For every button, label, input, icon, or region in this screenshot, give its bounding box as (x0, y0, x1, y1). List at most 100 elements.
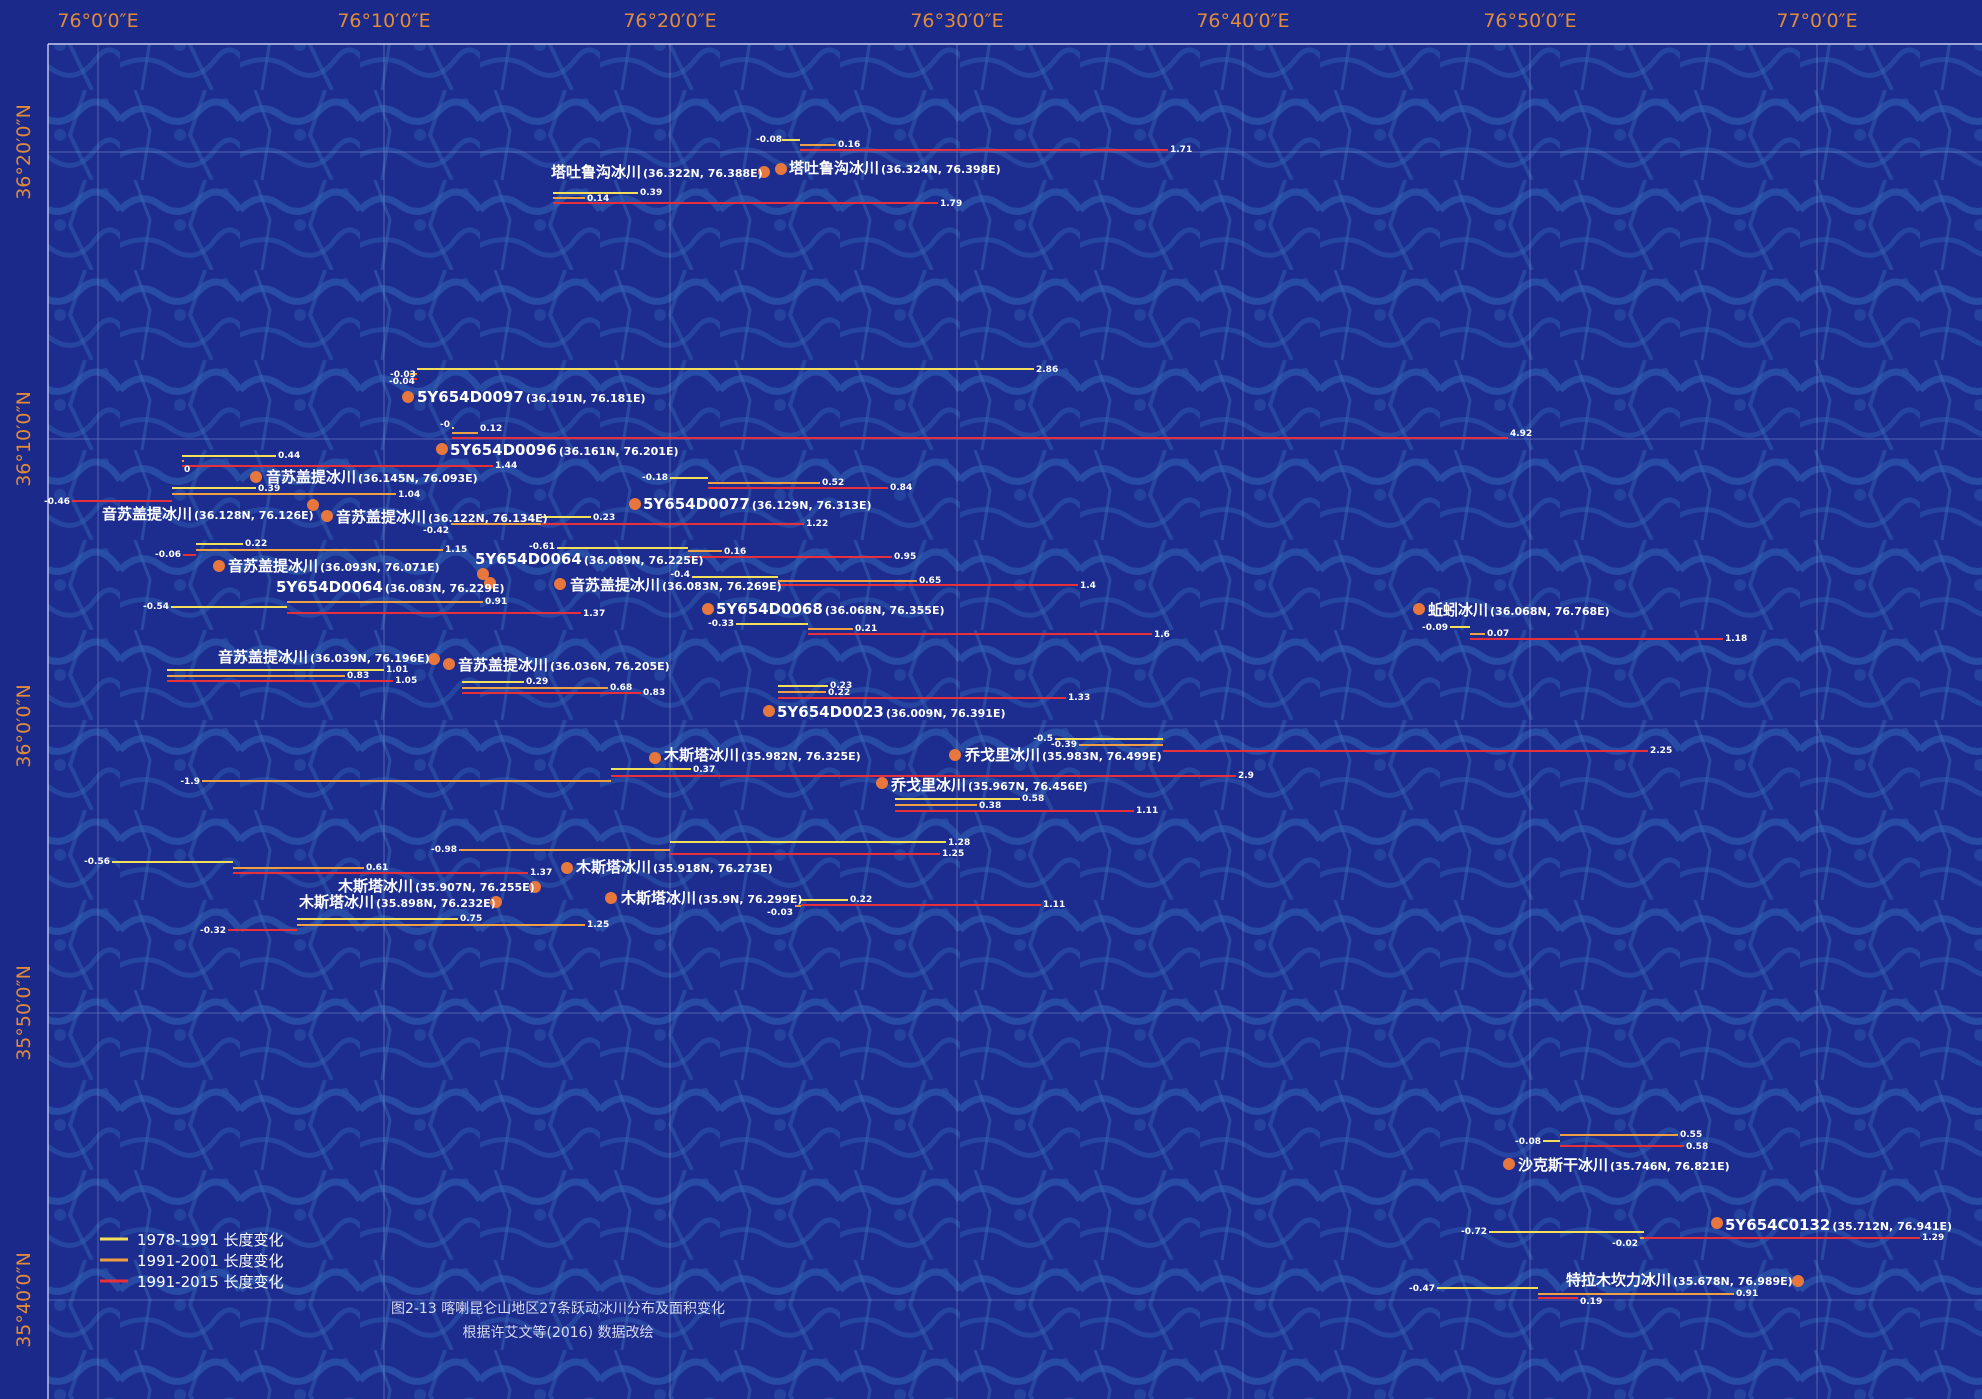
glacier-marker[interactable] (1413, 603, 1425, 615)
bar-value: 0.19 (1580, 1297, 1602, 1307)
bar-value: -0.33 (708, 619, 734, 629)
lon-label: 77°0′0″E (1776, 10, 1857, 32)
bar-value: 1.05 (395, 676, 417, 686)
bar-value: 0.38 (979, 801, 1001, 811)
legend-label: 1978-1991 长度变化 (137, 1231, 284, 1249)
bar-value: 0 (184, 465, 190, 475)
glacier-marker[interactable] (949, 749, 961, 761)
glacier-label: 木斯塔冰川 (35.898N, 76.232E) (298, 893, 496, 911)
glacier-label: 5Y654D0096 (36.161N, 76.201E) (450, 441, 679, 459)
bar-value: 1.44 (495, 461, 517, 471)
lat-label: 35°40′0″N (13, 1252, 35, 1348)
glacier-marker[interactable] (484, 577, 496, 589)
glacier-marker[interactable] (702, 603, 714, 615)
bar-value: 1.37 (530, 868, 552, 878)
bar-value: 1.4 (1080, 581, 1096, 591)
bar-value: 0.75 (460, 914, 482, 924)
glacier-label: 木斯塔冰川 (35.982N, 76.325E) (663, 746, 861, 764)
glacier-marker[interactable] (775, 163, 787, 175)
bar-value: -0.32 (200, 926, 226, 936)
glacier-marker[interactable] (1503, 1158, 1515, 1170)
bar-value: 0.83 (643, 688, 665, 698)
bar-value: -0.72 (1461, 1227, 1487, 1237)
bar-value: -0.06 (155, 550, 181, 560)
bar-value: 1.11 (1043, 900, 1065, 910)
glacier-marker[interactable] (554, 578, 566, 590)
lon-label: 76°10′0″E (337, 10, 430, 32)
bar-value: 0.84 (890, 483, 912, 493)
glacier-label: 音苏盖提冰川 (36.039N, 76.196E) (218, 648, 430, 666)
glacier-label: 特拉木坎力冰川 (35.678N, 76.989E) (1566, 1271, 1793, 1289)
bar-value: 0.68 (610, 683, 632, 693)
glacier-marker[interactable] (428, 653, 440, 665)
bar-value: 0.39 (640, 188, 662, 198)
glacier-label: 音苏盖提冰川 (36.128N, 76.126E) (102, 505, 314, 523)
figure-caption: 图2-13 喀喇昆仑山地区27条跃动冰川分布及面积变化 根据许艾文等(2016)… (391, 1300, 725, 1341)
glacier-marker[interactable] (250, 471, 262, 483)
glacier-label: 乔戈里冰川 (35.967N, 76.456E) (890, 776, 1088, 794)
bar-value: 0.39 (258, 484, 280, 494)
glacier-label: 5Y654D0064 (36.089N, 76.225E) (475, 550, 704, 568)
longitude-labels: 76°0′0″E 76°10′0″E 76°20′0″E 76°30′0″E 7… (57, 10, 1857, 32)
bar-value: 0.22 (828, 688, 850, 698)
lat-label: 36°20′0″N (13, 104, 35, 200)
bar-value: -0.54 (143, 602, 169, 612)
glacier-marker[interactable] (876, 777, 888, 789)
glacier-marker[interactable] (561, 862, 573, 874)
glacier-label: 乔戈里冰川 (35.983N, 76.499E) (964, 746, 1162, 764)
lat-label: 36°0′0″N (13, 684, 35, 767)
glacier-marker[interactable] (605, 892, 617, 904)
glacier-label: 5Y654D0077 (36.129N, 76.313E) (643, 495, 872, 513)
bar-value: -0.09 (1422, 623, 1448, 633)
bar-value: -0.98 (431, 845, 457, 855)
glacier-marker[interactable] (529, 881, 541, 893)
bar-value: 1.15 (445, 545, 467, 555)
glacier-marker[interactable] (629, 498, 641, 510)
glacier-label: 塔吐鲁沟冰川 (36.322N, 76.388E) (551, 163, 763, 181)
glacier-marker[interactable] (402, 391, 414, 403)
bar-value: 1.6 (1154, 630, 1170, 640)
glacier-marker[interactable] (321, 510, 333, 522)
glacier-marker[interactable] (1711, 1217, 1723, 1229)
glacier-marker[interactable] (307, 499, 319, 511)
glacier-marker[interactable] (490, 896, 502, 908)
bar-value: 0.07 (1487, 629, 1509, 639)
glacier-label: 音苏盖提冰川 (36.093N, 76.071E) (228, 557, 440, 575)
bar-value: 0.23 (830, 681, 852, 691)
glacier-marker[interactable] (477, 568, 489, 580)
glacier-label: 音苏盖提冰川 (36.083N, 76.269E) (570, 576, 782, 594)
glacier-marker[interactable] (436, 443, 448, 455)
glacier-marker[interactable] (763, 705, 775, 717)
bar-value: -0.18 (642, 473, 668, 483)
glacier-marker[interactable] (649, 752, 661, 764)
glacier-marker[interactable] (1792, 1275, 1804, 1287)
glacier-marker[interactable] (758, 166, 770, 178)
bar-value: 1.25 (942, 849, 964, 859)
glacier-markers (213, 163, 1804, 1287)
map-frame (47, 43, 1982, 1399)
bar-value: 2.9 (1238, 771, 1254, 781)
bar-value: 0.55 (1680, 1130, 1702, 1140)
bar-value-labels: -0.08 0.16 1.71 0.39 0.14 1.79 2.86 -0.0… (44, 135, 1944, 1307)
bar-value: 1.28 (948, 838, 970, 848)
glacier-label: 5Y654D0097 (36.191N, 76.181E) (417, 388, 646, 406)
glacier-marker[interactable] (213, 560, 225, 572)
bar-value: 1.18 (1725, 634, 1747, 644)
bar-value: 1.79 (940, 199, 962, 209)
bar-value: -0.02 (1612, 1239, 1638, 1249)
legend: 1978-1991 长度变化 1991-2001 长度变化 1991-2015 … (100, 1231, 284, 1291)
bar-value: 0.91 (1736, 1289, 1758, 1299)
bar-value: -0.08 (1515, 1137, 1541, 1147)
graticule (48, 44, 1982, 1399)
bar-value: 2.25 (1650, 746, 1672, 756)
bar-value: 0.91 (485, 597, 507, 607)
caption-title: 图2-13 喀喇昆仑山地区27条跃动冰川分布及面积变化 (391, 1300, 725, 1317)
caption-source: 根据许艾文等(2016) 数据改绘 (462, 1324, 653, 1341)
bar-value: 0.21 (855, 624, 877, 634)
latitude-labels: 36°20′0″N 36°10′0″N 36°0′0″N 35°50′0″N 3… (13, 104, 35, 1348)
lat-label: 36°10′0″N (13, 391, 35, 487)
bar-value: -0.04 (389, 377, 415, 387)
glacier-marker[interactable] (443, 658, 455, 670)
bar-value: 1.01 (386, 665, 408, 675)
bar-value: 0.65 (919, 576, 941, 586)
